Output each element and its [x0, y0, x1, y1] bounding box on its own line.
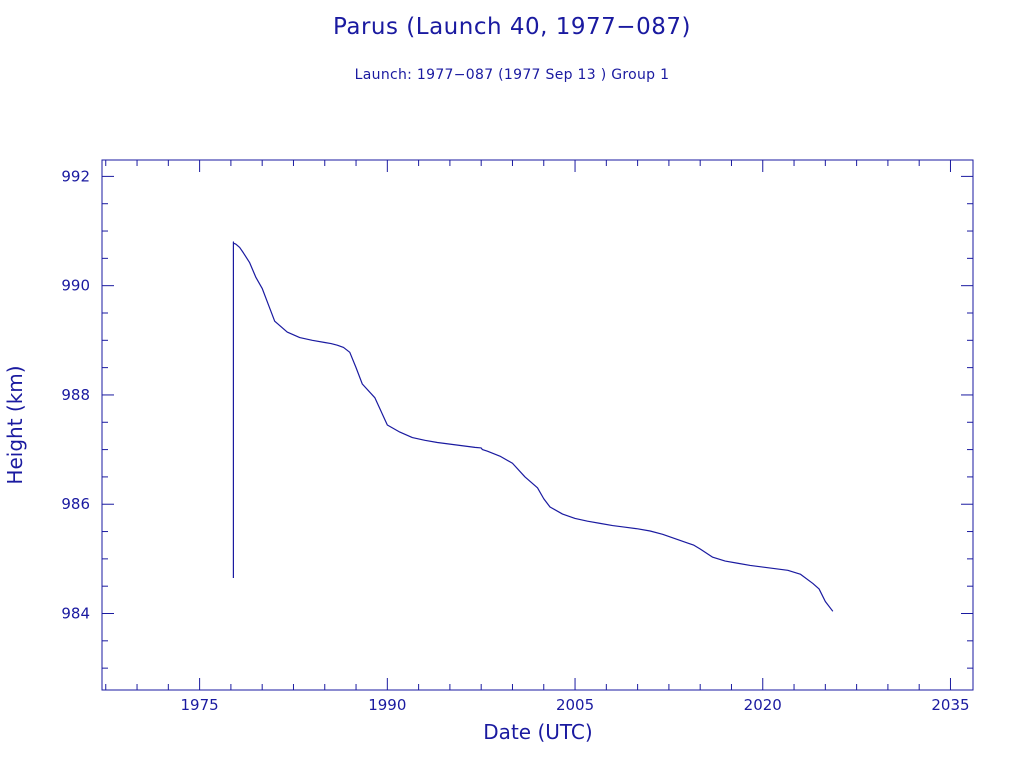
y-tick-label: 984: [61, 605, 90, 623]
x-tick-label: 1975: [181, 696, 219, 714]
y-tick-label: 988: [61, 386, 90, 404]
plot-border: [101, 159, 974, 691]
chart-title: Parus (Launch 40, 1977−087): [333, 14, 691, 40]
y-axis-label: Height (km): [3, 365, 27, 485]
x-axis-label: Date (UTC): [483, 720, 593, 744]
plot-frame: [101, 159, 974, 691]
axis-ticks: [102, 160, 973, 690]
x-tick-label: 2020: [744, 696, 782, 714]
height-series-line: [232, 241, 834, 612]
y-tick-label: 990: [61, 277, 90, 295]
chart-subtitle: Launch: 1977−087 (1977 Sep 13 ) Group 1: [354, 67, 670, 83]
x-tick-label: 1990: [368, 696, 406, 714]
x-tick-label: 2005: [556, 696, 594, 714]
x-tick-label: 2035: [931, 696, 969, 714]
y-tick-label: 992: [61, 167, 90, 185]
tick-labels: 1975 1990 2005 2020 2035 984 986 988 990 992: [61, 167, 969, 714]
series-group: [232, 241, 834, 612]
y-tick-label: 986: [61, 495, 90, 513]
